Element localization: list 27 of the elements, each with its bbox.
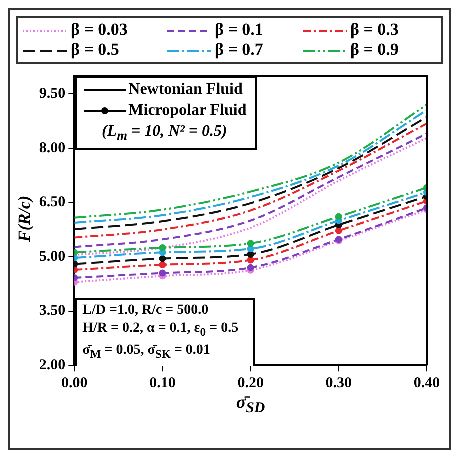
- legend-label: β = 0.3: [350, 20, 399, 39]
- legend-label: β = 0.7: [215, 40, 264, 59]
- legend-label: β = 0.1: [215, 20, 264, 39]
- x-tick-label: 0.10: [150, 375, 176, 392]
- annotation: L/D =1.0, R/c = 500.0: [82, 302, 210, 320]
- annotation: Micropolar Fluid: [128, 102, 247, 119]
- legend-label: β = 0.9: [350, 40, 399, 59]
- y-tick-label: 3.50: [39, 303, 66, 320]
- y-tick-label: 8.00: [39, 140, 66, 156]
- x-tick-label: 0.30: [326, 375, 352, 392]
- legend-label: β = 0.03: [71, 20, 128, 39]
- annotation: (L$_{m}$ = 10, N² = 0.5): [100, 122, 228, 146]
- y-tick-label: 6.50: [39, 194, 66, 211]
- y-tick-label: 5.00: [39, 248, 66, 265]
- y-tick-label: 2.00: [39, 357, 66, 374]
- annotation: σ̄$_{M}$ = 0.05, σ̄$_{SK}$ = 0.01: [82, 342, 212, 363]
- x-tick-label: 0.00: [62, 375, 88, 392]
- annotation: Newtonian Fluid: [128, 81, 243, 98]
- legend-label: β = 0.5: [71, 40, 120, 59]
- x-axis-title: σ̄$_{SD}$: [235, 392, 266, 418]
- x-tick-label: 0.40: [414, 375, 440, 392]
- y-axis-title: F(R/c): [15, 194, 35, 244]
- note-box: L/D =1.0, R/c = 500.0 H/R = 0.2, α = 0.1, ε$_{0}$ = 0.5 σ̄$_{M}$ = 0.05, σ̄$_{SK}$ = 0.01: [74, 298, 255, 366]
- x-tick-label: 0.20: [238, 375, 264, 392]
- y-tick-label: 9.50: [39, 86, 66, 102]
- key-box: Newtonian Fluid Micropolar Fluid (L$_{m}$ = 10, N² = 0.5): [74, 76, 257, 150]
- annotation: H/R = 0.2, α = 0.1, ε$_{0}$ = 0.5: [82, 320, 239, 341]
